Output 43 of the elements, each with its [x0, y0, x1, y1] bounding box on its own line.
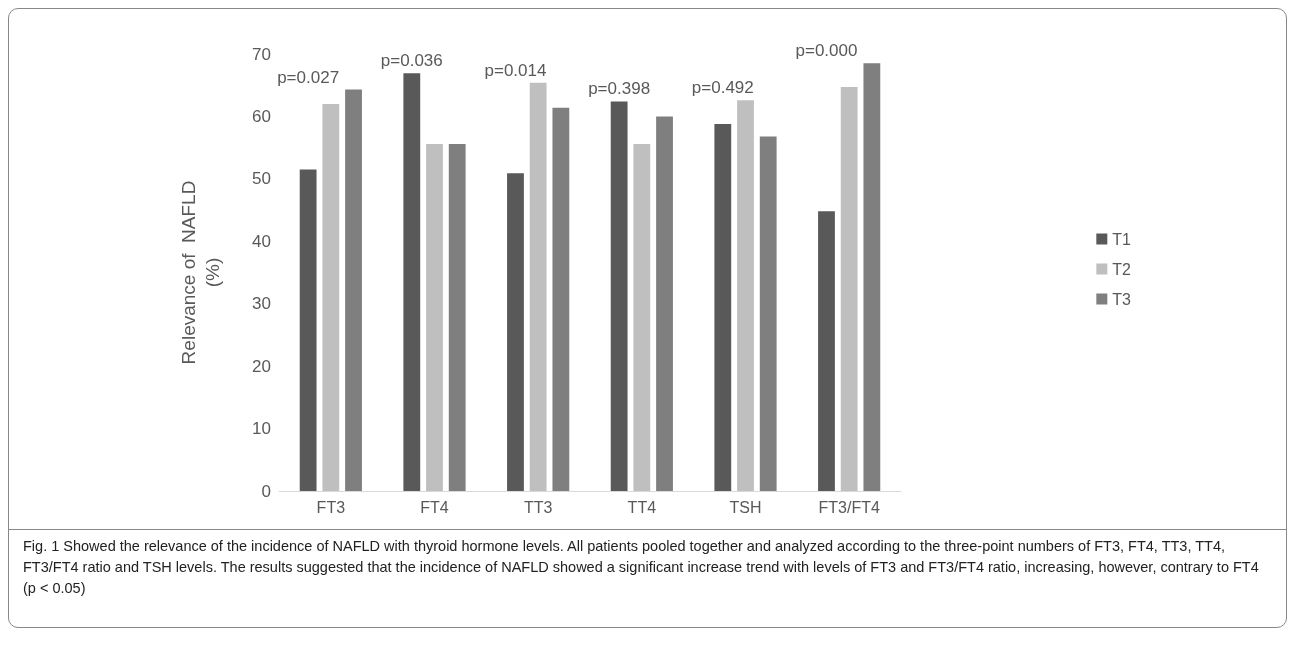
y-tick-label: 10	[252, 419, 271, 439]
bar	[656, 116, 673, 491]
y-tick-label: 0	[261, 481, 271, 501]
y-tick-label: 40	[252, 231, 271, 251]
legend-label: T3	[1112, 290, 1132, 308]
bar	[345, 89, 362, 491]
bar	[610, 101, 628, 491]
y-tick-label: 20	[252, 356, 271, 376]
bar	[633, 143, 651, 491]
bar	[714, 123, 732, 491]
legend-label: T1	[1112, 230, 1132, 248]
bar	[529, 82, 547, 491]
x-tick-label: FT3	[316, 498, 346, 516]
caption: Fig. 1 Showed the relevance of the incidence of NAFLD with thyroid hormone levels. All patients pooled together and analyzed according to the three-point numbers of FT3, FT4, TT3, TT4, FT3/FT4 ratio and TSH levels. The results suggested that the incidence of NAFLD showed a significant increase trend with levels of FT3 and FT3/FT4 ratio, increasing, however, contrary to FT4 (p < 0.05)	[23, 537, 1260, 598]
annotation: p=0.036	[380, 51, 443, 71]
bar	[299, 169, 317, 491]
bar	[448, 143, 466, 491]
bar	[863, 63, 881, 491]
y-axis-title: Relevance of NAFLD (%)	[177, 180, 223, 365]
annotation: p=0.398	[588, 79, 651, 99]
x-tick-label: FT3/FT4	[818, 498, 880, 516]
legend-label: T2	[1112, 260, 1132, 278]
bar	[737, 100, 754, 491]
x-tick-label: TT3	[523, 498, 553, 516]
y-tick-label: 60	[252, 106, 271, 126]
annotation: p=0.492	[691, 78, 754, 98]
bar	[426, 143, 443, 491]
bar	[552, 107, 570, 491]
y-tick-label: 70	[252, 44, 271, 64]
bar	[840, 87, 858, 491]
x-tick-label: FT4	[420, 498, 449, 516]
y-tick-label: 30	[252, 294, 271, 314]
annotation: p=0.000	[795, 41, 858, 61]
annotation: p=0.027	[277, 67, 340, 87]
x-tick-label: TSH	[729, 498, 762, 516]
x-tick-label: TT4	[627, 498, 657, 516]
bar	[403, 73, 421, 491]
y-tick-label: 50	[252, 169, 271, 189]
bar	[507, 173, 524, 491]
annotation: p=0.014	[484, 60, 547, 80]
bar	[322, 103, 340, 491]
bar	[759, 136, 777, 491]
bar	[818, 211, 835, 491]
